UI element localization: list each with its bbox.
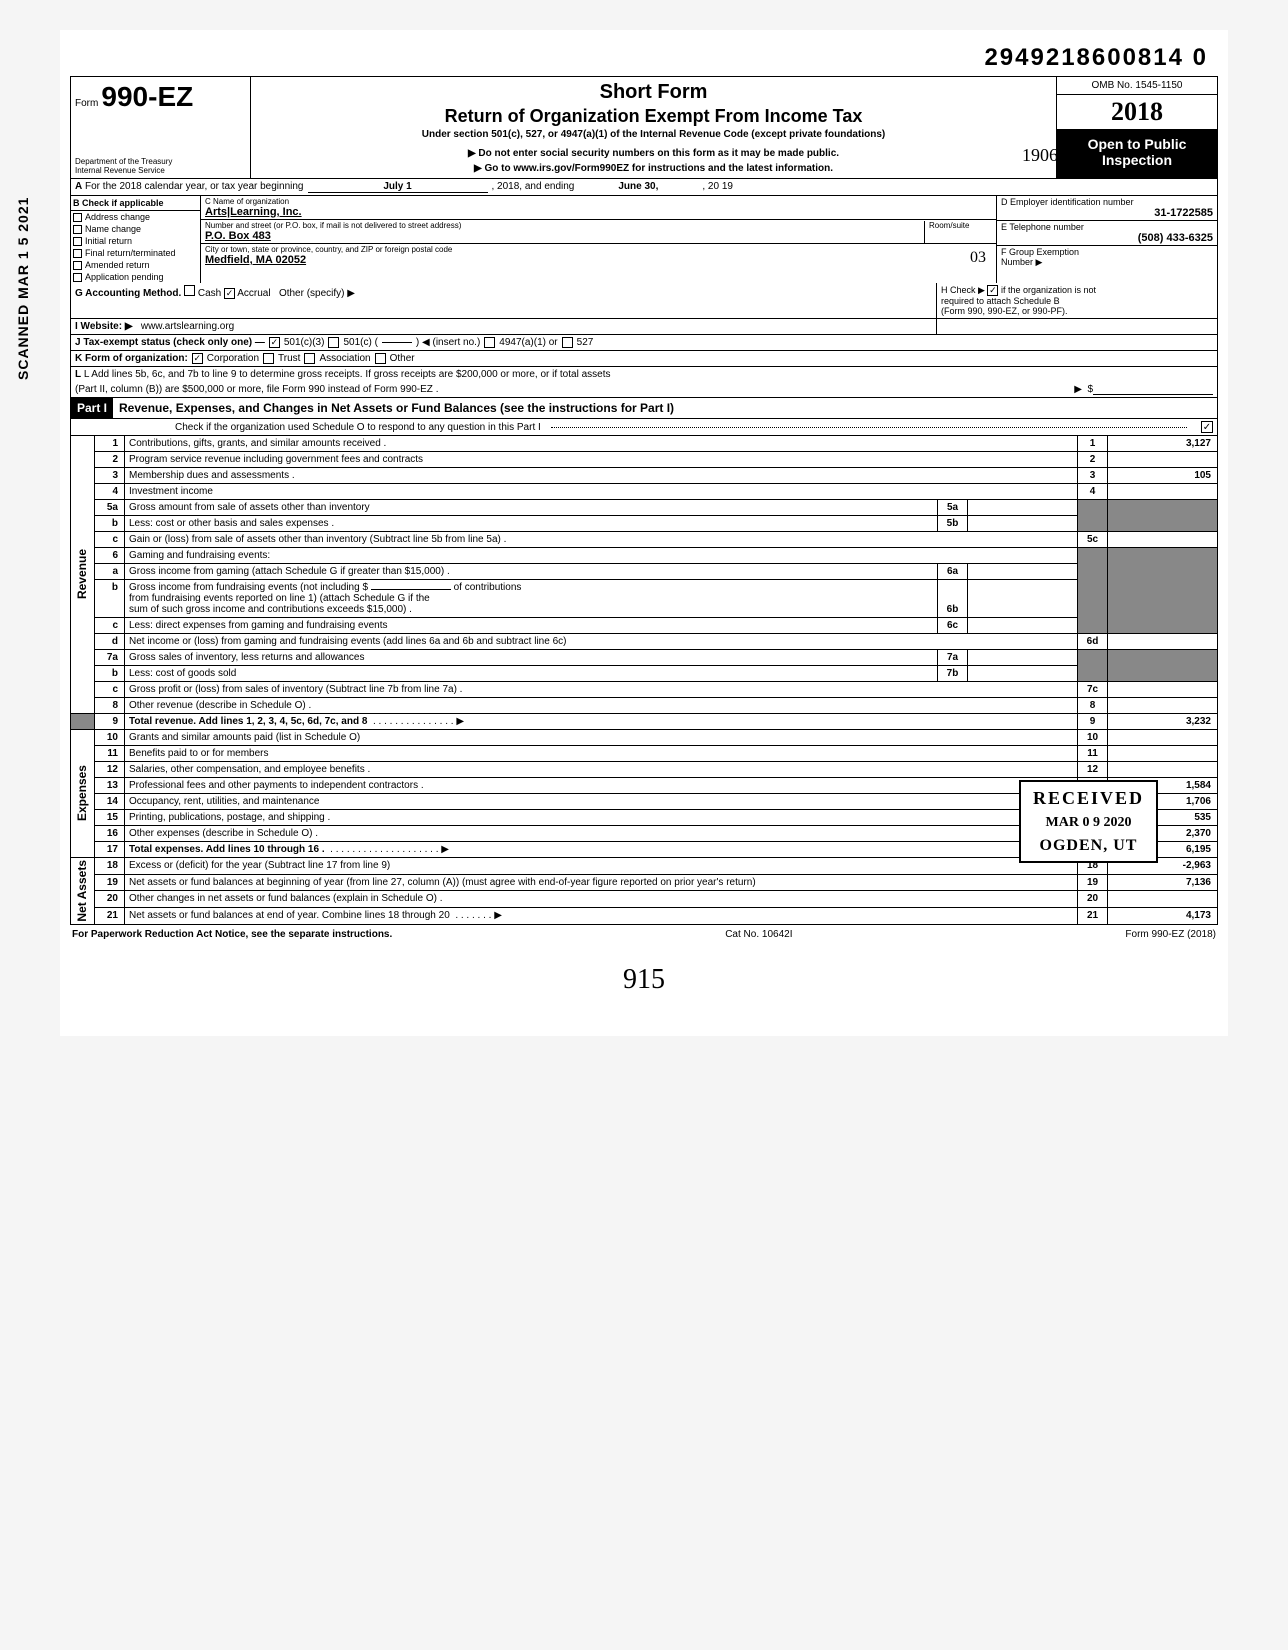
website-value: www.artslearning.org xyxy=(141,321,234,332)
chk-schedule-b[interactable]: ✓ xyxy=(987,285,998,296)
block-bcd: B Check if applicable Address change Nam… xyxy=(70,196,1218,283)
ein-value: 31-1722585 xyxy=(1001,207,1213,219)
chk-amended-return[interactable]: Amended return xyxy=(71,259,200,271)
line-5c: cGain or (loss) from sale of assets othe… xyxy=(71,532,1218,548)
line-6b: b Gross income from fundraising events (… xyxy=(71,580,1218,618)
line-12: 12Salaries, other compensation, and empl… xyxy=(71,762,1218,778)
street-address: P.O. Box 483 xyxy=(205,230,992,242)
line-11: 11Benefits paid to or for members11 xyxy=(71,746,1218,762)
open-to-public: Open to Public Inspection xyxy=(1057,130,1217,178)
chk-final-return[interactable]: Final return/terminated xyxy=(71,247,200,259)
form-header: Form 990-EZ Department of the Treasury I… xyxy=(70,76,1218,179)
chk-4947[interactable] xyxy=(484,337,495,348)
short-form-label: Short Form xyxy=(257,81,1050,104)
line-10: Expenses 10Grants and similar amounts pa… xyxy=(71,730,1218,746)
line-6: 6Gaming and fundraising events: xyxy=(71,548,1218,564)
chk-501c[interactable] xyxy=(328,337,339,348)
page-footer: For Paperwork Reduction Act Notice, see … xyxy=(70,925,1218,944)
chk-address-change[interactable]: Address change xyxy=(71,211,200,223)
department-label: Department of the Treasury Internal Reve… xyxy=(75,158,172,176)
telephone-value: (508) 433-6325 xyxy=(1001,232,1213,244)
col-d: D Employer identification number 31-1722… xyxy=(997,196,1217,283)
line-6a: aGross income from gaming (attach Schedu… xyxy=(71,564,1218,580)
line-9: 9Total revenue. Add lines 1, 2, 3, 4, 5c… xyxy=(71,714,1218,730)
line-5b: bLess: cost or other basis and sales exp… xyxy=(71,516,1218,532)
line-5a: 5aGross amount from sale of assets other… xyxy=(71,500,1218,516)
line-1: Revenue 1 Contributions, gifts, grants, … xyxy=(71,436,1218,452)
handwritten-bottom: 915 xyxy=(70,964,1218,996)
row-gh: G Accounting Method. Cash ✓ Accrual Othe… xyxy=(70,283,1218,319)
row-i: I Website: ▶ www.artslearning.org xyxy=(70,319,1218,335)
org-name: Arts|Learning, Inc. xyxy=(205,206,992,218)
chk-527[interactable] xyxy=(562,337,573,348)
instruction-2: ▶ Go to www.irs.gov/Form990EZ for instru… xyxy=(257,163,1050,174)
scanned-stamp: SCANNED MAR 1 5 2021 xyxy=(15,197,31,380)
chk-corporation[interactable]: ✓ xyxy=(192,353,203,364)
chk-name-change[interactable]: Name change xyxy=(71,223,200,235)
header-left: Form 990-EZ Department of the Treasury I… xyxy=(71,77,251,178)
line-21: 21Net assets or fund balances at end of … xyxy=(71,907,1218,924)
room-suite-label: Room/suite xyxy=(924,221,994,244)
form-title: Return of Organization Exempt From Incom… xyxy=(257,106,1050,127)
chk-trust[interactable] xyxy=(263,353,274,364)
form-page: SCANNED MAR 1 5 2021 2949218600814 0 For… xyxy=(60,30,1228,1036)
chk-cash[interactable] xyxy=(184,285,195,296)
line-7a: 7aGross sales of inventory, less returns… xyxy=(71,650,1218,666)
row-a: A For the 2018 calendar year, or tax yea… xyxy=(70,179,1218,196)
chk-other-org[interactable] xyxy=(375,353,386,364)
part-1-header: Part I Revenue, Expenses, and Changes in… xyxy=(70,398,1218,419)
handwritten-city: 03 xyxy=(970,249,986,267)
tax-year: 2018 xyxy=(1057,95,1217,130)
chk-application-pending[interactable]: Application pending xyxy=(71,271,200,283)
line-6d: dNet income or (loss) from gaming and fu… xyxy=(71,634,1218,650)
chk-association[interactable] xyxy=(304,353,315,364)
line-6c: cLess: direct expenses from gaming and f… xyxy=(71,618,1218,634)
line-8: 8Other revenue (describe in Schedule O) … xyxy=(71,698,1218,714)
line-7b: bLess: cost of goods sold7b xyxy=(71,666,1218,682)
instruction-1: ▶ Do not enter social security numbers o… xyxy=(257,148,1050,159)
omb-number: OMB No. 1545-1150 xyxy=(1057,77,1217,95)
line-20: 20Other changes in net assets or fund ba… xyxy=(71,891,1218,908)
document-locator-number: 2949218600814 0 xyxy=(70,40,1218,76)
chk-schedule-o[interactable]: ✓ xyxy=(1201,421,1213,433)
chk-accrual[interactable]: ✓ xyxy=(224,288,235,299)
row-k: K Form of organization: ✓Corporation Tru… xyxy=(70,351,1218,367)
line-7c: cGross profit or (loss) from sales of in… xyxy=(71,682,1218,698)
line-4: 4Investment income4 xyxy=(71,484,1218,500)
form-subtitle: Under section 501(c), 527, or 4947(a)(1)… xyxy=(257,129,1050,140)
col-c: C Name of organization Arts|Learning, In… xyxy=(201,196,997,283)
chk-initial-return[interactable]: Initial return xyxy=(71,235,200,247)
received-stamp: RECEIVED MAR 0 9 2020 OGDEN, UT xyxy=(1019,780,1158,863)
city-state-zip: Medfield, MA 02052 xyxy=(205,254,992,266)
handwritten-note-top: 1906 xyxy=(1022,145,1058,166)
col-b: B Check if applicable Address change Nam… xyxy=(71,196,201,283)
row-j: J Tax-exempt status (check only one) — ✓… xyxy=(70,335,1218,351)
line-3: 3Membership dues and assessments .3105 xyxy=(71,468,1218,484)
year-end: June 30, xyxy=(578,181,698,193)
header-right: OMB No. 1545-1150 2018 Open to Public In… xyxy=(1057,77,1217,178)
form-number: 990-EZ xyxy=(101,81,193,112)
line-19: 19Net assets or fund balances at beginni… xyxy=(71,874,1218,891)
header-mid: Short Form Return of Organization Exempt… xyxy=(251,77,1057,178)
row-l: L L Add lines 5b, 6c, and 7b to line 9 t… xyxy=(70,367,1218,398)
form-prefix: Form xyxy=(75,98,98,109)
chk-501c3[interactable]: ✓ xyxy=(269,337,280,348)
line-2: 2Program service revenue including gover… xyxy=(71,452,1218,468)
part-1-sub: Check if the organization used Schedule … xyxy=(70,419,1218,436)
year-begin: July 1 xyxy=(308,181,488,193)
